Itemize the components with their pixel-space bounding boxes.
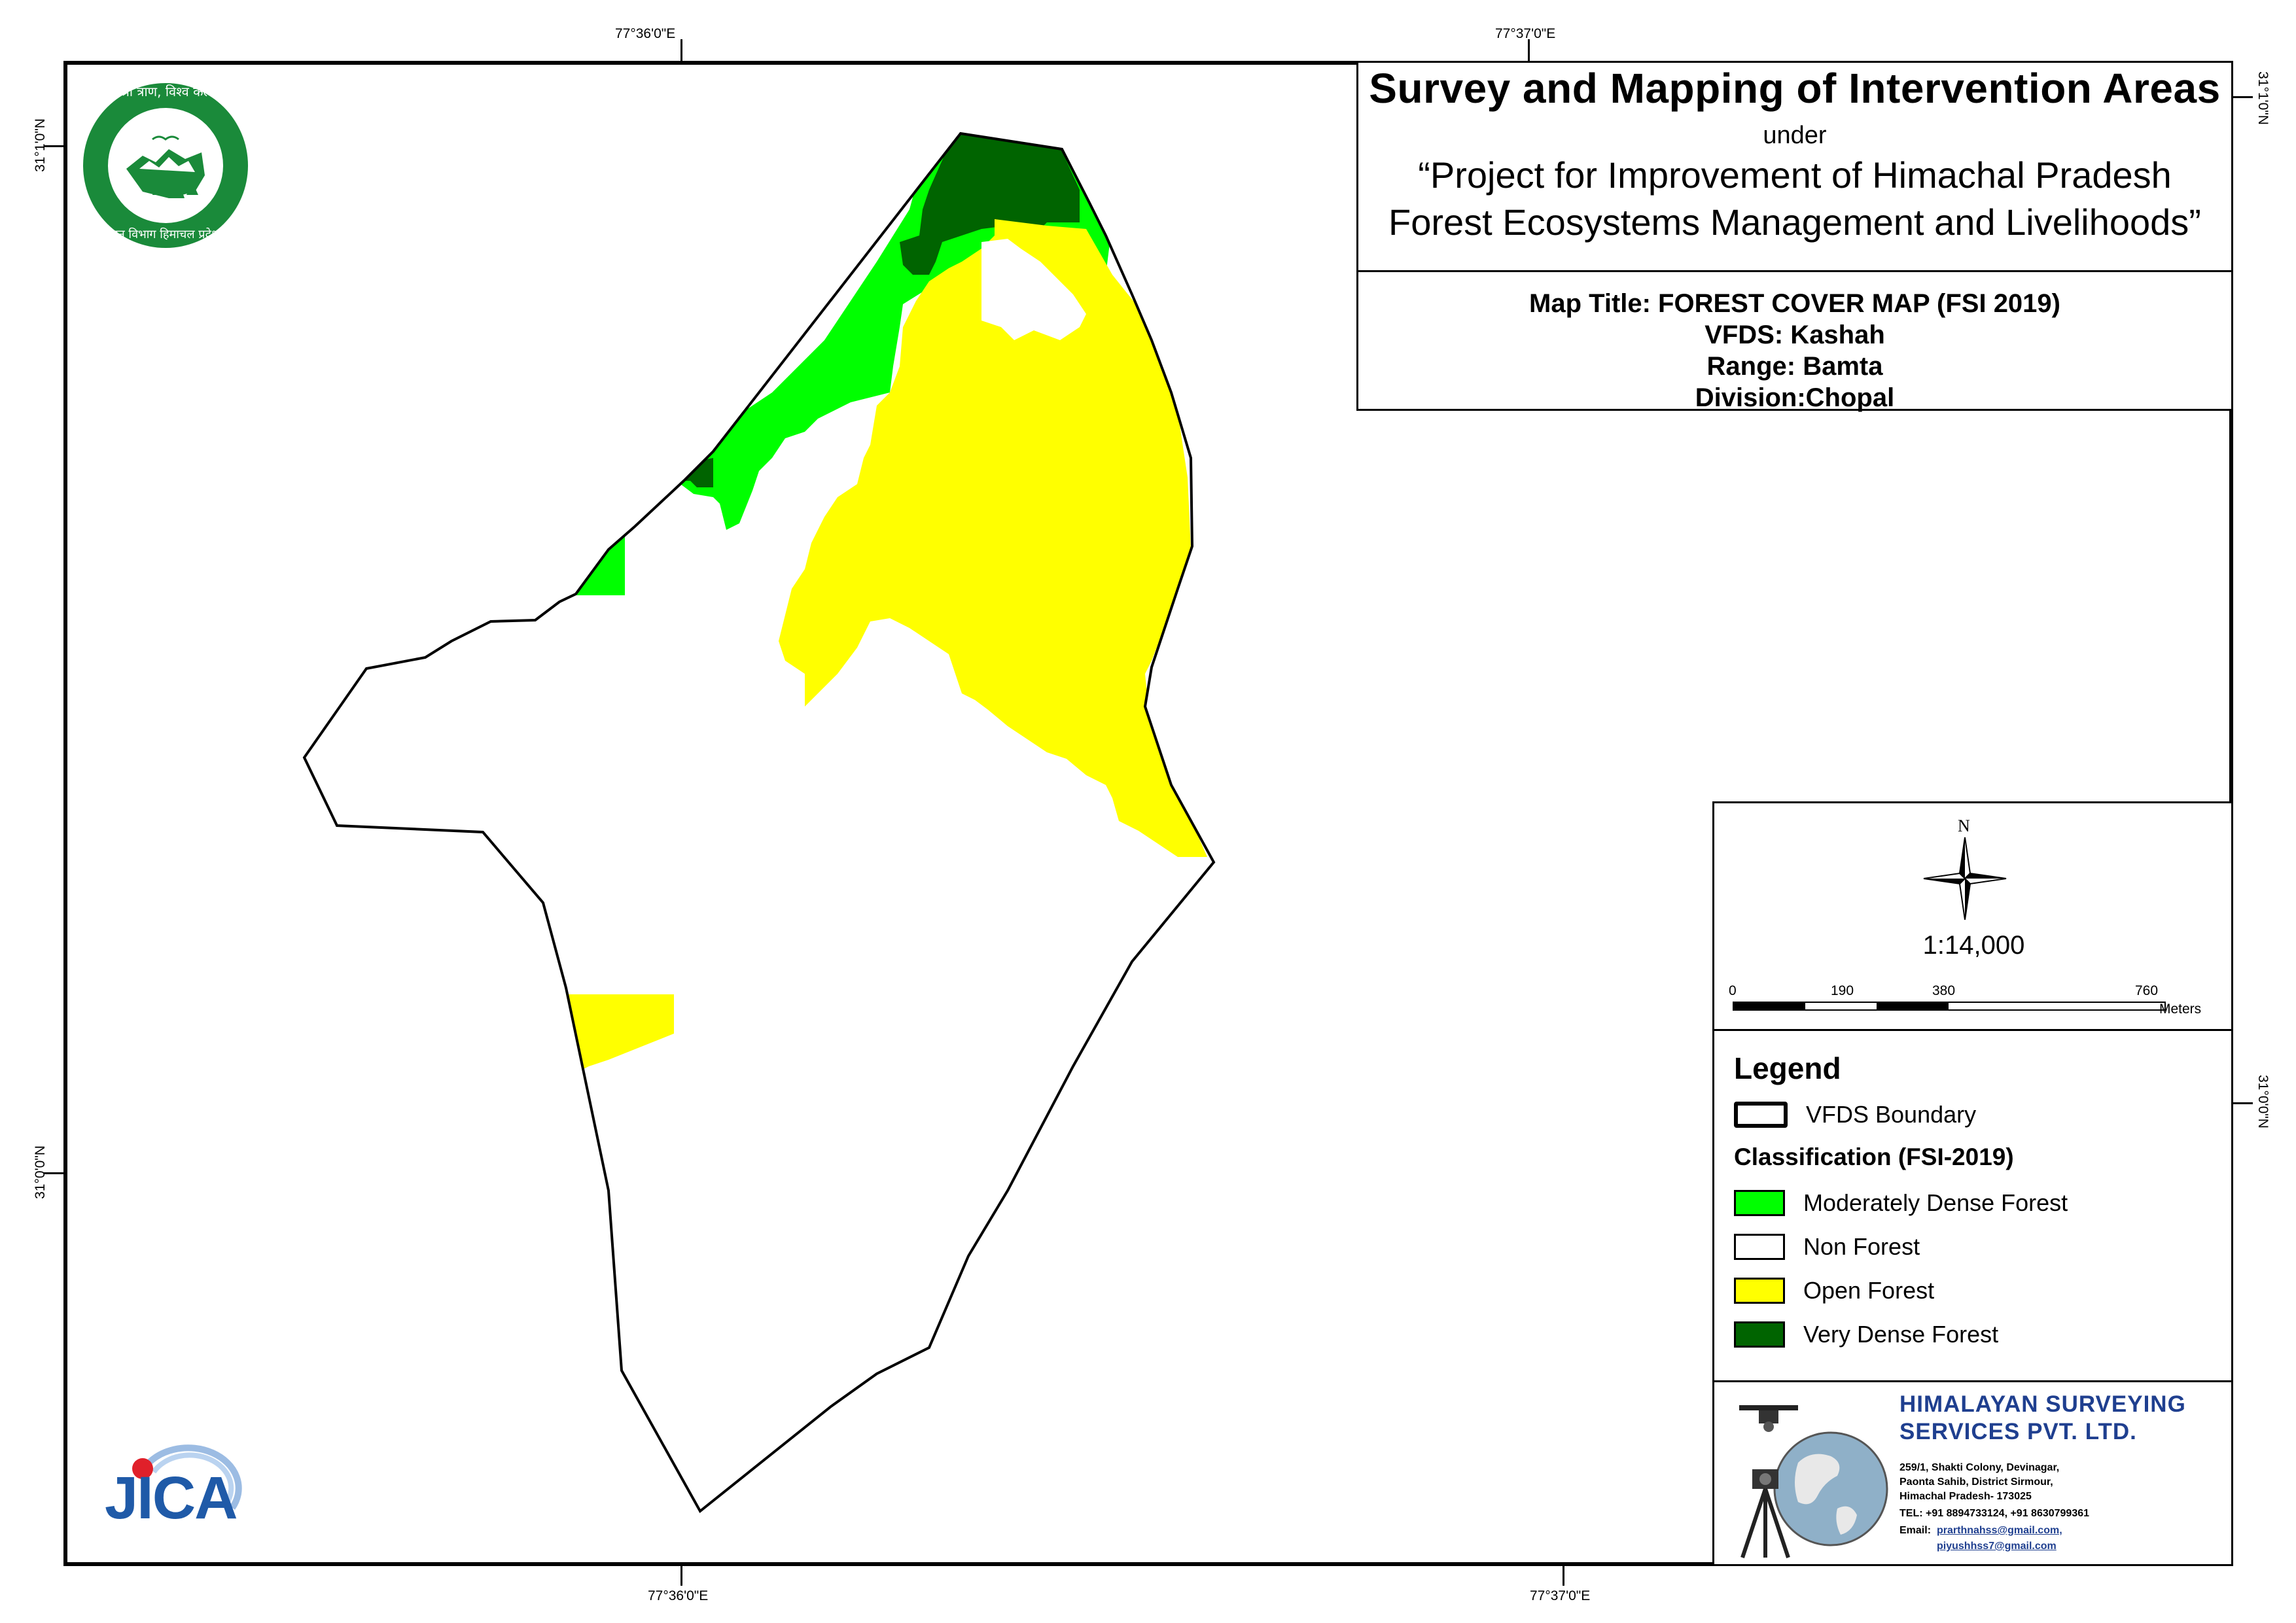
company-email-1[interactable]: prarthnahss@gmail.com, (1937, 1525, 2062, 1536)
classification-title: Classification (FSI-2019) (1734, 1143, 2014, 1170)
panel-divider-1 (1714, 1029, 2233, 1031)
jica-wordmark: JICA (105, 1465, 238, 1531)
vdf-patch-north (900, 133, 1080, 275)
scale-unit: Meters (2159, 1002, 2202, 1017)
company-email-label: Email: (1899, 1525, 1932, 1536)
lon-label-top-right: 77°37'0"E (1495, 26, 1556, 41)
scale-bar (1733, 1002, 2166, 1011)
company-address-1: 259/1, Shakti Colony, Devinagar, (1899, 1462, 2060, 1473)
tick-top-right (1528, 39, 1530, 61)
legend-row-nf: Non Forest (1734, 1233, 1920, 1261)
jica-logo (132, 1444, 242, 1510)
tick-bottom-right (1563, 1566, 1564, 1586)
surveying-globe-icon (1739, 1405, 1888, 1558)
range-line: Range: Bamta (1706, 352, 1883, 381)
map-info-block: Map Title: FOREST COVER MAP (FSI 2019) V… (1356, 272, 2231, 412)
project-line-1: “Project for Improvement of Himachal Pra… (1418, 154, 2172, 196)
project-line-2: Forest Ecosystems Management and Livelih… (1388, 201, 2201, 243)
tick-bottom-left (680, 1566, 682, 1586)
legend-vdf-label: Very Dense Forest (1803, 1321, 1999, 1348)
nf-swatch (1734, 1234, 1785, 1260)
legend-boundary-label: VFDS Boundary (1806, 1101, 1977, 1128)
tick-right-bottom (2233, 1102, 2253, 1104)
north-label: N (1958, 816, 1970, 835)
boundary-swatch (1734, 1102, 1788, 1128)
vfds-boundary-line (302, 131, 1216, 1514)
scale-tick-380: 380 (1932, 983, 1956, 998)
of-south-west (566, 994, 674, 1073)
tick-right-top (2233, 96, 2253, 98)
legend-row-vdf: Very Dense Forest (1734, 1321, 1998, 1348)
vfds-line: VFDS: Kashah (1704, 321, 1885, 349)
north-arrow-icon (1923, 837, 2007, 920)
legend-nf-label: Non Forest (1803, 1233, 1920, 1260)
scale-tick-0: 0 (1729, 983, 1737, 998)
panel-divider-2 (1714, 1380, 2233, 1382)
company-tel: TEL: +91 8894733124, +91 8630799361 (1899, 1508, 2090, 1519)
company-address-2: Paonta Sahib, District Sirmour, (1899, 1476, 2053, 1488)
forest-logo-text-bottom: वन विभाग हिमाचल प्रदेश (111, 228, 220, 241)
company-name-line-1: HIMALAYAN SURVEYING (1899, 1391, 2186, 1417)
legend-row-mdf: Moderately Dense Forest (1734, 1189, 2068, 1217)
title-block: Survey and Mapping of Intervention Areas… (1356, 63, 2231, 272)
mdf-patch-west (576, 536, 625, 595)
company-name-line-2: SERVICES PVT. LTD. (1899, 1419, 2137, 1444)
tick-left-top (44, 145, 63, 147)
tick-top-left (680, 39, 682, 61)
nf-gap (981, 239, 1086, 340)
forest-logo-text-top: वन श्री त्राण, विश्व कल्याण (101, 84, 230, 99)
map-title-line: Map Title: FOREST COVER MAP (FSI 2019) (1529, 289, 2060, 318)
legend-title: Legend (1734, 1051, 1841, 1085)
legend-row-of: Open Forest (1734, 1277, 1934, 1304)
scale-ratio: 1:14,000 (1922, 931, 2025, 960)
scale-tick-190: 190 (1831, 983, 1854, 998)
title-under: under (1763, 122, 1827, 149)
scale-tick-760: 760 (2135, 983, 2159, 998)
legend-mdf-label: Moderately Dense Forest (1803, 1189, 2068, 1216)
company-email-2[interactable]: piyushhss7@gmail.com (1937, 1541, 2057, 1552)
legend-row-boundary: VFDS Boundary (1734, 1101, 1976, 1128)
of-main (779, 219, 1207, 857)
lon-label-bottom-right: 77°37'0"E (1530, 1588, 1591, 1603)
of-swatch (1734, 1278, 1785, 1304)
company-address-3: Himachal Pradesh- 173025 (1899, 1491, 2032, 1502)
vdf-swatch (1734, 1321, 1785, 1348)
map-main-title: Survey and Mapping of Intervention Areas (1369, 65, 2221, 112)
side-panel: N 1:14,000 0 190 380 760 Meters Legend V… (1712, 801, 2233, 1564)
forest-dept-logo (83, 83, 248, 248)
lon-label-top-left: 77°36'0"E (615, 26, 676, 41)
tick-left-bottom (44, 1172, 63, 1174)
lon-label-bottom-left: 77°36'0"E (648, 1588, 709, 1603)
mdf-swatch (1734, 1190, 1785, 1216)
map-frame (63, 61, 2233, 1566)
division-line: Division:Chopal (1695, 383, 1895, 412)
legend-of-label: Open Forest (1803, 1277, 1935, 1304)
